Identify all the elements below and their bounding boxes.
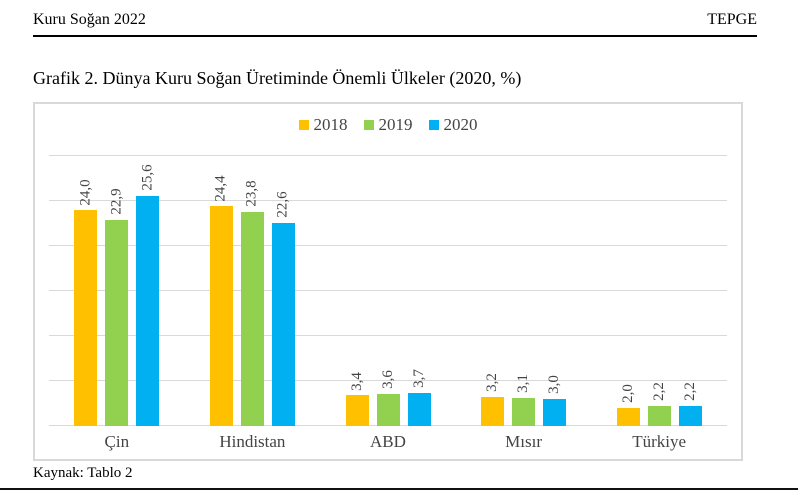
- bar-value-label: 25,6: [139, 163, 156, 193]
- bar-value-text: 3,7: [410, 369, 427, 388]
- category-label-Türkiye: Türkiye: [632, 432, 687, 451]
- gridline-20: [49, 245, 727, 246]
- bar-value-text: 2,2: [681, 382, 698, 402]
- page-bottom-rule: [0, 488, 798, 490]
- bar-value-label: 2,0: [620, 383, 636, 406]
- bar-value-text: 3,2: [484, 373, 501, 393]
- bar-2020-ABD: [407, 392, 431, 426]
- gridline-25: [49, 200, 727, 201]
- category-label-ABD: ABD: [370, 432, 406, 451]
- bar-value-label: 23,8: [244, 179, 260, 209]
- chart-legend: 2018 2019 2020: [35, 115, 741, 135]
- bar-value-label: 3,7: [411, 367, 427, 390]
- bar-value-label: 3,4: [349, 370, 365, 393]
- legend-item-2019: 2019: [363, 115, 413, 135]
- bar-2020-Hindistan: [271, 222, 295, 426]
- page-header-left: Kuru Soğan 2022: [33, 11, 146, 28]
- legend-item-2018: 2018: [298, 115, 348, 135]
- legend-label: 2020: [443, 115, 478, 134]
- bar-value-text: 23,8: [243, 180, 260, 207]
- bar-2020-Türkiye: [678, 406, 702, 426]
- bar-value-label: 22,9: [108, 187, 125, 217]
- legend-item-2020: 2020: [428, 115, 478, 135]
- bar-value-text: 22,6: [274, 191, 291, 218]
- legend-swatch-icon: [363, 120, 374, 130]
- bar-value-text: 3,6: [379, 369, 396, 389]
- source-note: Kaynak: Tablo 2: [33, 465, 133, 481]
- bar-value-label: 24,4: [213, 173, 229, 203]
- chart-area: 2018 2019 2020 24,0 22,9 25,6 Çin 24,4 23,8 22,6…: [33, 102, 743, 461]
- bar-2020-Çin: [136, 195, 160, 426]
- category-label-Çin: Çin: [104, 432, 130, 451]
- legend-swatch-icon: [298, 120, 309, 130]
- bar-2018-Türkiye: [616, 408, 640, 426]
- bar-2020-Mısır: [543, 399, 567, 426]
- bar-value-text: 3,1: [515, 374, 532, 394]
- bar-value-text: 3,4: [348, 371, 365, 391]
- bar-value-text: 24,0: [77, 178, 94, 206]
- bar-value-text: 22,9: [108, 188, 125, 216]
- header-rule: [33, 35, 757, 37]
- chart-title: Grafik 2. Dünya Kuru Soğan Üretiminde Ön…: [33, 68, 522, 88]
- bar-2019-Çin: [105, 219, 129, 426]
- legend-label: 2019: [378, 115, 413, 134]
- plot-area: 24,0 22,9 25,6 Çin 24,4 23,8 22,6 Hindistan 3,4 3…: [35, 104, 741, 459]
- bar-value-text: 2,2: [650, 382, 667, 402]
- gridline-30: [49, 155, 727, 156]
- bar-2019-Hindistan: [240, 211, 264, 426]
- gridline-15: [49, 290, 727, 291]
- bar-value-label: 24,0: [77, 177, 94, 207]
- bar-value-label: 3,0: [546, 374, 563, 397]
- bar-2018-ABD: [345, 395, 369, 426]
- bar-value-text: 24,4: [212, 175, 229, 202]
- bar-2018-Hindistan: [209, 206, 233, 426]
- bar-value-label: 2,2: [682, 381, 698, 404]
- bar-value-label: 3,1: [515, 373, 532, 396]
- bar-2019-Mısır: [512, 398, 536, 426]
- gridline-10: [49, 335, 727, 336]
- bar-value-label: 2,2: [651, 381, 667, 404]
- legend-label: 2018: [313, 115, 348, 134]
- bar-value-text: 25,6: [139, 164, 156, 191]
- bar-2018-Mısır: [481, 397, 505, 426]
- gridline-5: [49, 380, 727, 381]
- page-header-right: TEPGE: [707, 11, 757, 28]
- category-label-Hindistan: Hindistan: [219, 432, 286, 451]
- bar-value-label: 3,2: [484, 372, 501, 395]
- bar-value-text: 2,0: [619, 384, 636, 404]
- bar-2019-Türkiye: [647, 406, 671, 426]
- bar-2018-Çin: [74, 210, 98, 426]
- bar-value-label: 22,6: [275, 190, 291, 220]
- bar-2019-ABD: [376, 393, 400, 426]
- bar-value-text: 3,0: [546, 375, 563, 395]
- category-label-Mısır: Mısır: [505, 432, 543, 451]
- bar-value-label: 3,6: [380, 368, 396, 391]
- legend-swatch-icon: [428, 120, 439, 130]
